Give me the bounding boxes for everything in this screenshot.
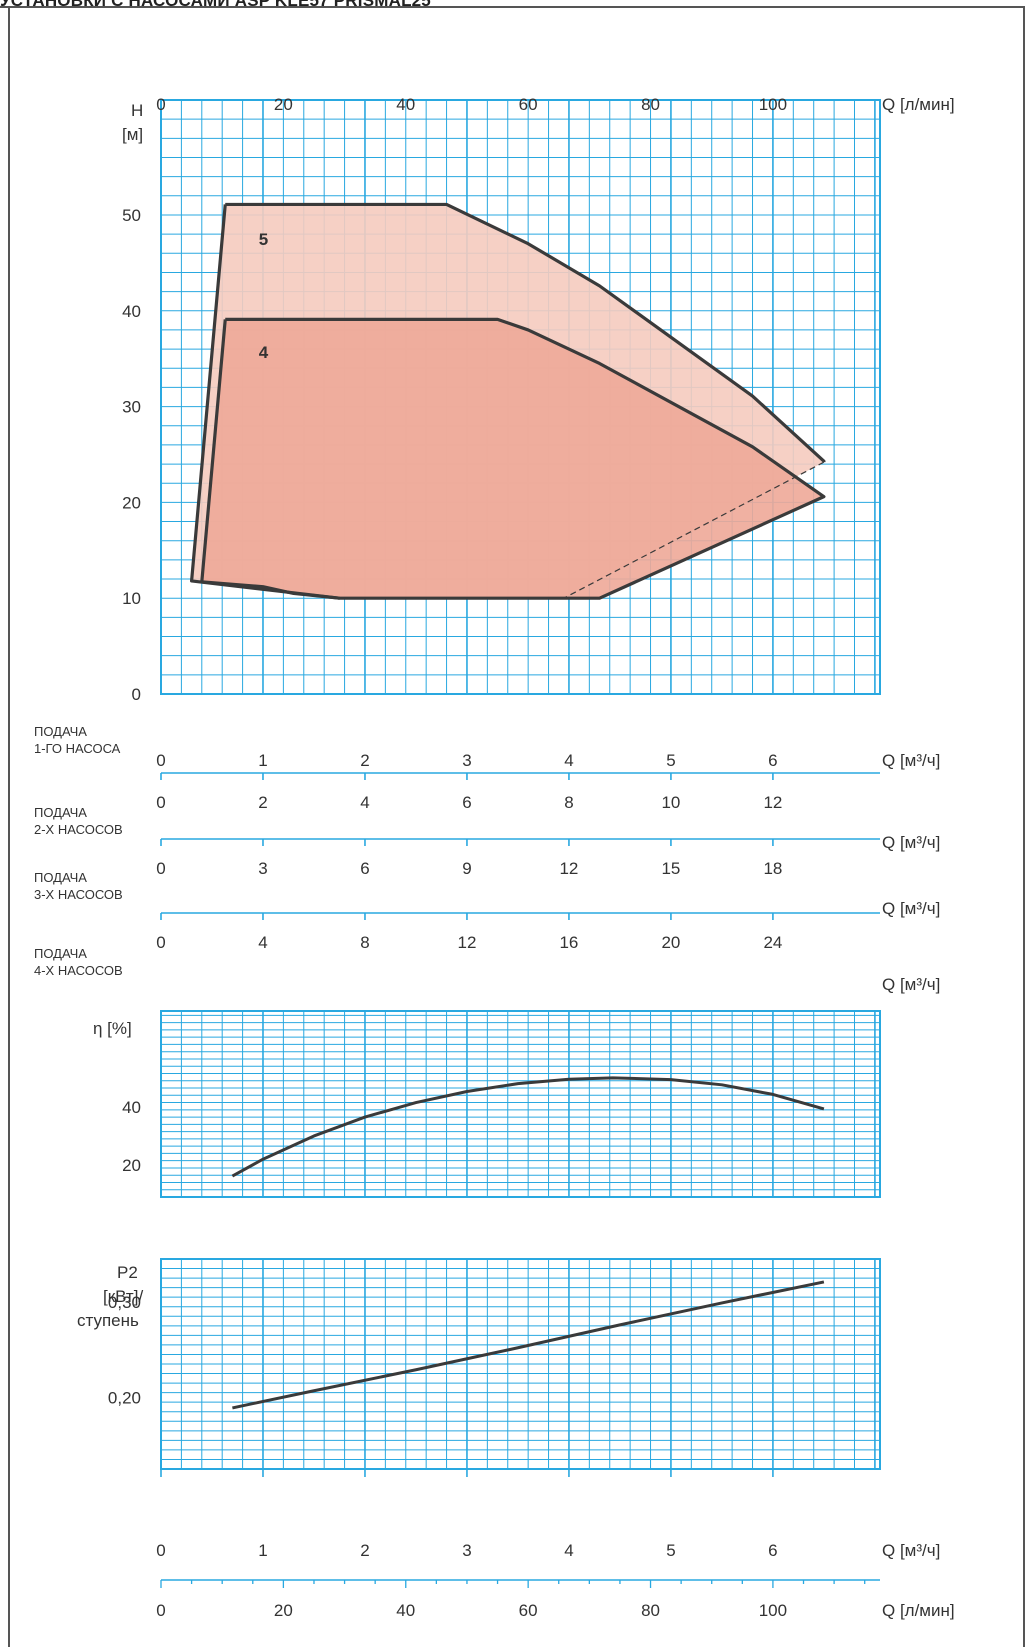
power-grid <box>160 1258 881 1470</box>
head-grid-border <box>160 99 881 695</box>
flow-4-tick-label: 24 <box>763 933 782 952</box>
flow-2-tick-label: 0 <box>156 793 165 812</box>
flow-1-tick-label: 0 <box>156 751 165 770</box>
region-4-label: 4 <box>259 343 269 362</box>
flow-4-caption-1: ПОДАЧА <box>34 946 87 961</box>
flow-2-axis-title: Q [м³/ч] <box>882 833 940 852</box>
flow-4-tick-label: 0 <box>156 933 165 952</box>
bottom-lmin-tick-label: 0 <box>156 1601 165 1620</box>
flow-4-tick-label: 12 <box>457 933 476 952</box>
flow-4-tick-label: 20 <box>661 933 680 952</box>
bottom-m3h-tick-label: 3 <box>462 1541 471 1560</box>
top-lmin-tick-label: 20 <box>274 95 293 114</box>
head-tick-label: 30 <box>122 398 141 417</box>
region-5-outline <box>225 202 826 463</box>
top-lmin-tick-label: 100 <box>759 95 787 114</box>
power-tick-label: 0,20 <box>108 1388 141 1407</box>
bottom-flow-m3h-axis-title: Q [м³/ч] <box>882 1541 940 1560</box>
bottom-m3h-tick-label: 6 <box>768 1541 777 1560</box>
flow-1-tick-label: 3 <box>462 751 471 770</box>
flow-1-tick-label: 2 <box>360 751 369 770</box>
head-tick-label: 50 <box>122 206 141 225</box>
efficiency-grid <box>160 1010 881 1198</box>
flow-2-tick-label: 4 <box>360 793 369 812</box>
flow-4-axis-title: Q [м³/ч] <box>882 975 940 994</box>
region-4-outline <box>201 317 826 600</box>
bottom-flow-lmin-axis-title: Q [л/мин] <box>882 1601 955 1620</box>
region-4-fill <box>201 319 824 599</box>
efficiency-axis-title: η [%] <box>93 1019 132 1038</box>
top-lmin-tick-label: 40 <box>396 95 415 114</box>
performance-regions <box>191 204 824 599</box>
flow-2-tick-label: 12 <box>763 793 782 812</box>
flow-2-tick-label: 2 <box>258 793 267 812</box>
bottom-lmin-tick-label: 40 <box>396 1601 415 1620</box>
flow-2-tick-label: 10 <box>661 793 680 812</box>
bottom-m3h-tick-label: 4 <box>564 1541 573 1560</box>
efficiency-tick-label: 40 <box>122 1098 141 1117</box>
top-flow-lmin-axis-title: Q [л/мин] <box>882 95 955 114</box>
flow-2-caption-2: 2-Х НАСОСОВ <box>34 822 123 837</box>
head-tick-label: 0 <box>132 685 141 704</box>
region-4-outline-close <box>200 319 227 583</box>
flow-4-caption-2: 4-Х НАСОСОВ <box>34 963 123 978</box>
flow-3-tick-label: 6 <box>360 859 369 878</box>
power-curve <box>232 1280 825 1410</box>
head-tick-label: 10 <box>122 589 141 608</box>
bottom-m3h-tick-label: 2 <box>360 1541 369 1560</box>
flow-1-caption-2: 1-ГО НАСОСА <box>34 741 121 756</box>
flow-1-tick-label: 1 <box>258 751 267 770</box>
flow-3-tick-label: 0 <box>156 859 165 878</box>
bottom-m3h-tick-label: 1 <box>258 1541 267 1560</box>
flow-3-caption-2: 3-Х НАСОСОВ <box>34 887 123 902</box>
head-tick-label: 20 <box>122 493 141 512</box>
top-lmin-tick-label: 60 <box>519 95 538 114</box>
head-tick-label: 40 <box>122 302 141 321</box>
bottom-lmin-tick-label: 100 <box>759 1601 787 1620</box>
flow-1-tick-label: 4 <box>564 751 573 770</box>
flow-3-caption-1: ПОДАЧА <box>34 870 87 885</box>
flow-3-tick-label: 9 <box>462 859 471 878</box>
flow-4-tick-label: 16 <box>559 933 578 952</box>
flow-4-tick-label: 4 <box>258 933 267 952</box>
bottom-m3h-tick-label: 5 <box>666 1541 675 1560</box>
power-axis-title-1: P2 <box>117 1263 138 1282</box>
power-axis-title-3: ступень <box>77 1311 139 1330</box>
power-grid-border <box>160 1258 881 1470</box>
head-axis-title-h: H <box>131 101 143 120</box>
head-axis-title-unit: [м] <box>122 125 143 144</box>
flow-3-tick-label: 12 <box>559 859 578 878</box>
efficiency-tick-label: 20 <box>122 1156 141 1175</box>
bottom-lmin-tick-label: 20 <box>274 1601 293 1620</box>
power-tick-label: 0,30 <box>108 1293 141 1312</box>
top-lmin-tick-label: 0 <box>156 95 165 114</box>
flow-2-tick-label: 8 <box>564 793 573 812</box>
bottom-lmin-tick-label: 60 <box>519 1601 538 1620</box>
flow-4-tick-label: 8 <box>360 933 369 952</box>
flow-1-tick-label: 5 <box>666 751 675 770</box>
region-5-label: 5 <box>259 230 268 249</box>
flow-1-axis-title: Q [м³/ч] <box>882 751 940 770</box>
bottom-m3h-tick-label: 0 <box>156 1541 165 1560</box>
curve-layer: 54 <box>189 202 826 1410</box>
page-title: УСТАНОВКИ С НАСОСАМИ ASP KLE57 PRISMAL25 <box>0 0 431 10</box>
flow-1-caption-1: ПОДАЧА <box>34 724 87 739</box>
flow-3-axis-title: Q [м³/ч] <box>882 899 940 918</box>
flow-3-tick-label: 3 <box>258 859 267 878</box>
efficiency-curve <box>231 1076 825 1178</box>
flow-2-caption-1: ПОДАЧА <box>34 805 87 820</box>
efficiency-grid-border <box>160 1010 881 1198</box>
flow-2-tick-label: 6 <box>462 793 471 812</box>
flow-3-tick-label: 18 <box>763 859 782 878</box>
flow-1-tick-label: 6 <box>768 751 777 770</box>
top-lmin-tick-label: 80 <box>641 95 660 114</box>
bottom-lmin-tick-label: 80 <box>641 1601 660 1620</box>
flow-3-tick-label: 15 <box>661 859 680 878</box>
power-axis-title-2: [кВт]/ <box>103 1287 143 1306</box>
